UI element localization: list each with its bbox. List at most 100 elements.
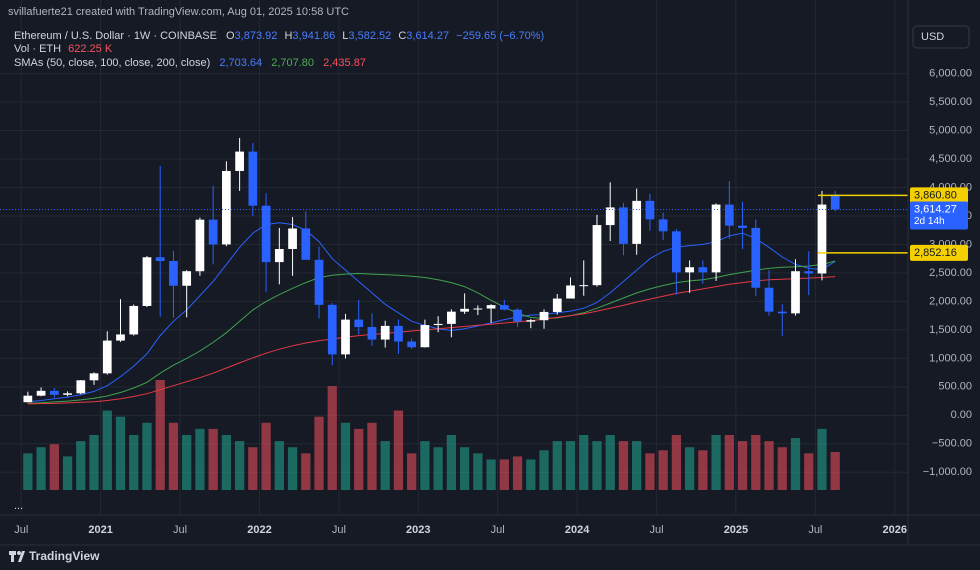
- volume-bar: [248, 447, 258, 490]
- candle-body: [698, 267, 708, 273]
- ohlc-label: L: [342, 30, 348, 42]
- candle-body: [327, 304, 337, 355]
- candle-body: [288, 228, 297, 250]
- candle-body: [102, 340, 112, 374]
- volume-bar: [261, 422, 271, 490]
- candle-body: [658, 219, 668, 232]
- candle-body: [354, 319, 364, 328]
- credit: svillafuerte21 created with TradingView.…: [8, 6, 349, 18]
- countdown: 2d 14h: [914, 216, 945, 227]
- x-tick-label: Jul: [14, 524, 28, 536]
- last-price-label: 3,614.27: [914, 203, 957, 215]
- candle-body: [751, 227, 761, 288]
- candle-body: [672, 231, 681, 273]
- candle-body: [433, 323, 443, 326]
- candle-body: [63, 393, 72, 395]
- volume-bar: [287, 447, 298, 490]
- y-tick-label: −1,000.00: [923, 466, 972, 478]
- volume-bar: [234, 441, 245, 490]
- level-label: 3,860.80: [914, 189, 957, 201]
- volume-bar: [155, 380, 165, 490]
- candle-body: [222, 170, 231, 245]
- ohlc-value: 3,941.86: [292, 30, 335, 42]
- candle-body: [526, 320, 536, 322]
- candle-body: [592, 225, 602, 286]
- candle-body: [499, 305, 509, 310]
- sma-lines: [27, 222, 836, 405]
- candle-body: [473, 308, 483, 310]
- y-tick-label: 5,500.00: [929, 96, 972, 108]
- volume-bar: [618, 441, 629, 490]
- candle-body: [724, 204, 734, 226]
- ohlc-label: O: [226, 30, 235, 42]
- candle-body: [76, 380, 86, 394]
- volume-pane: [23, 380, 840, 490]
- volume-bar: [367, 422, 377, 490]
- volume-bar: [565, 441, 576, 490]
- volume-bar: [182, 435, 192, 490]
- volume-bar: [274, 441, 284, 490]
- volume-bar: [168, 422, 179, 490]
- volume-bar: [817, 428, 827, 490]
- volume-bar: [512, 456, 523, 490]
- candle-body: [49, 390, 59, 395]
- y-tick-label: 1,000.00: [929, 352, 972, 364]
- volume-bar: [459, 447, 470, 490]
- volume-bar: [314, 416, 324, 490]
- x-tick-label: Jul: [649, 524, 663, 536]
- x-tick-label: Jul: [173, 524, 187, 536]
- candle-body: [447, 311, 456, 324]
- currency-button[interactable]: [912, 25, 970, 49]
- candle-body: [738, 225, 747, 228]
- sma-line: [27, 260, 836, 404]
- volume-bar: [579, 435, 589, 490]
- volume-bar: [62, 456, 73, 490]
- candle-body: [155, 257, 165, 261]
- volume-bar: [592, 441, 602, 490]
- legend-sma-line: SMAs (50, close, 100, close, 200, close)…: [14, 57, 366, 69]
- volume-bar: [340, 422, 351, 490]
- volume-bar: [698, 450, 708, 490]
- volume-bar: [830, 451, 840, 490]
- level-tag: [910, 244, 968, 261]
- candle-body: [552, 298, 562, 312]
- sma-line: [27, 276, 836, 405]
- legend-symbol-line: Ethereum / U.S. Dollar · 1W · COINBASE O…: [14, 30, 544, 42]
- candle-body: [777, 311, 787, 314]
- volume-bar: [764, 441, 774, 490]
- y-tick-label: 500.00: [938, 381, 972, 393]
- volume-bar: [301, 453, 311, 490]
- x-tick-label: 2022: [247, 524, 271, 536]
- y-tick-label: 1,500.00: [929, 324, 972, 336]
- candle-body: [301, 228, 311, 260]
- candle-body: [36, 390, 46, 396]
- candle-body: [830, 194, 840, 210]
- volume-bar: [486, 459, 496, 490]
- volume-bar: [142, 422, 152, 490]
- candle-body: [208, 219, 218, 245]
- candle-body: [645, 200, 655, 220]
- volume-bar: [737, 441, 748, 490]
- x-tick-label: 2024: [565, 524, 590, 536]
- ohlc-label: C: [398, 30, 406, 42]
- candle-body: [380, 325, 390, 340]
- candle-body: [248, 151, 258, 206]
- currency[interactable]: USD: [921, 31, 944, 43]
- volume-bar: [552, 441, 562, 490]
- symbol: Ethereum / U.S. Dollar · 1W · COINBASE: [14, 30, 217, 42]
- candle-body: [89, 373, 99, 381]
- candle-body: [460, 308, 469, 312]
- more[interactable]: ...: [14, 500, 23, 512]
- y-tick-label: 2,000.00: [929, 295, 972, 307]
- volume-bar: [684, 447, 695, 490]
- candle-body: [764, 287, 774, 312]
- level-tag: [910, 187, 968, 204]
- volume-bar: [36, 447, 46, 490]
- y-tick-label: 0.00: [951, 409, 972, 421]
- volume-bar: [221, 435, 232, 490]
- volume-bar: [724, 435, 734, 490]
- candle-body: [539, 311, 549, 321]
- candle-body: [579, 285, 589, 287]
- candle-body: [513, 309, 522, 322]
- sma-line: [27, 222, 836, 403]
